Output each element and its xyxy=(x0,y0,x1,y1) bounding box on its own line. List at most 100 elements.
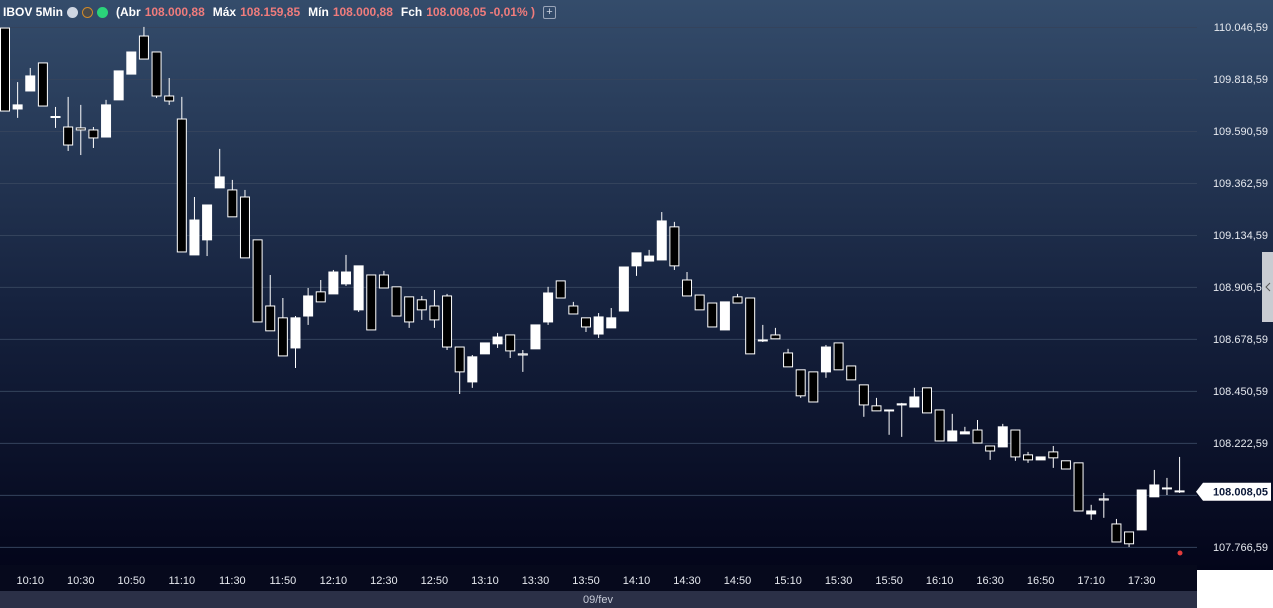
down-body xyxy=(555,280,566,299)
up-body xyxy=(328,271,339,295)
up-body xyxy=(12,104,23,110)
down-body xyxy=(1124,531,1135,545)
x-tick-label: 11:10 xyxy=(168,575,195,587)
price-marker-label: 108.008,05 xyxy=(1213,487,1268,499)
down-body xyxy=(694,294,705,311)
chart-background xyxy=(0,0,1273,570)
stat-label: (Abr xyxy=(116,5,141,19)
up-body xyxy=(909,396,920,408)
up-body xyxy=(113,70,124,101)
y-tick-label: 108.450,59 xyxy=(1213,386,1268,398)
down-body xyxy=(1073,462,1084,512)
up-body xyxy=(631,252,642,267)
up-body xyxy=(820,346,831,373)
up-body xyxy=(479,342,490,355)
down-body xyxy=(505,334,516,352)
down-body xyxy=(227,189,238,218)
y-tick-label: 109.590,59 xyxy=(1213,126,1268,138)
x-tick-label: 10:10 xyxy=(16,575,44,587)
stat-value: 108.000,88 xyxy=(144,5,205,19)
date-band xyxy=(0,591,1197,608)
x-tick-label: 13:30 xyxy=(522,575,550,587)
down-body xyxy=(1060,460,1071,470)
down-body xyxy=(239,196,250,259)
down-body xyxy=(1174,490,1185,493)
down-body xyxy=(50,116,61,119)
up-body xyxy=(202,204,213,241)
stat-label: Mín xyxy=(308,5,329,19)
down-body xyxy=(795,369,806,397)
up-body xyxy=(656,220,667,261)
icon[interactable] xyxy=(67,6,79,18)
x-tick-label: 15:50 xyxy=(875,575,903,587)
x-tick-label: 14:10 xyxy=(623,575,651,587)
up-body xyxy=(997,426,1008,448)
y-tick-label: 108.678,59 xyxy=(1213,334,1268,346)
stat-value: 108.000,88 xyxy=(332,5,393,19)
down-body xyxy=(757,339,768,342)
down-body xyxy=(252,239,263,323)
header-stats: (Abr 108.000,88 Máx 108.159,85 Mín 108.000,88… xyxy=(116,5,539,19)
down-body xyxy=(568,305,579,315)
down-body xyxy=(934,409,945,442)
down-body xyxy=(454,346,465,373)
x-tick-label: 16:50 xyxy=(1027,575,1055,587)
x-tick-label: 12:30 xyxy=(370,575,398,587)
down-body xyxy=(517,353,528,356)
stat-label: Máx xyxy=(212,5,237,19)
down-body xyxy=(391,286,402,317)
up-body xyxy=(353,265,364,311)
y-tick-label: 109.818,59 xyxy=(1213,74,1268,86)
stat-value: 108.159,85 xyxy=(240,5,301,19)
up-body xyxy=(25,75,36,92)
x-tick-label: 13:10 xyxy=(471,575,499,587)
up-body xyxy=(303,295,314,317)
x-tick-label: 13:50 xyxy=(572,575,600,587)
y-tick-label: 109.134,59 xyxy=(1213,230,1268,242)
up-body xyxy=(290,317,301,349)
up-body xyxy=(959,431,970,435)
y-tick-label: 108.222,59 xyxy=(1213,438,1268,450)
down-body xyxy=(404,296,415,323)
down-body xyxy=(75,127,86,131)
down-body xyxy=(707,302,718,328)
corner xyxy=(1197,572,1273,608)
down-body xyxy=(1098,498,1109,501)
up-body xyxy=(606,317,617,329)
down-body xyxy=(1161,487,1172,490)
stat-value: 108.008,05 -0,01% ) xyxy=(426,5,535,19)
down-body xyxy=(808,371,819,403)
down-body xyxy=(682,279,693,297)
down-body xyxy=(442,295,453,348)
up-body xyxy=(1149,484,1160,498)
side-tab[interactable] xyxy=(1262,252,1273,322)
down-body xyxy=(833,342,844,371)
y-tick-label: 110.046,59 xyxy=(1214,22,1268,34)
down-body xyxy=(669,226,680,267)
up-body xyxy=(719,301,730,331)
side-tab-arrow xyxy=(1265,282,1271,292)
x-tick-label: 16:30 xyxy=(976,575,1004,587)
down-body xyxy=(366,274,377,331)
down-body xyxy=(580,317,591,328)
down-body xyxy=(277,317,288,357)
up-body xyxy=(896,403,907,406)
up-body xyxy=(644,255,655,262)
up-body xyxy=(126,51,137,75)
up-body xyxy=(492,336,503,345)
up-body xyxy=(101,104,112,138)
up-body xyxy=(530,324,541,350)
y-tick-label: 109.362,59 xyxy=(1213,178,1268,190)
y-tick-label: 108.906,59 xyxy=(1213,282,1268,294)
x-tick-label: 10:30 xyxy=(67,575,95,587)
price-marker xyxy=(1196,482,1271,501)
icon[interactable] xyxy=(82,6,94,18)
dot xyxy=(1177,550,1183,556)
down-body xyxy=(985,445,996,452)
x-axis-band xyxy=(0,565,1197,591)
x-tick-label: 12:50 xyxy=(421,575,449,587)
add-button[interactable]: + xyxy=(542,5,556,19)
date-label: 09/fev xyxy=(583,594,613,606)
down-body xyxy=(858,384,869,406)
